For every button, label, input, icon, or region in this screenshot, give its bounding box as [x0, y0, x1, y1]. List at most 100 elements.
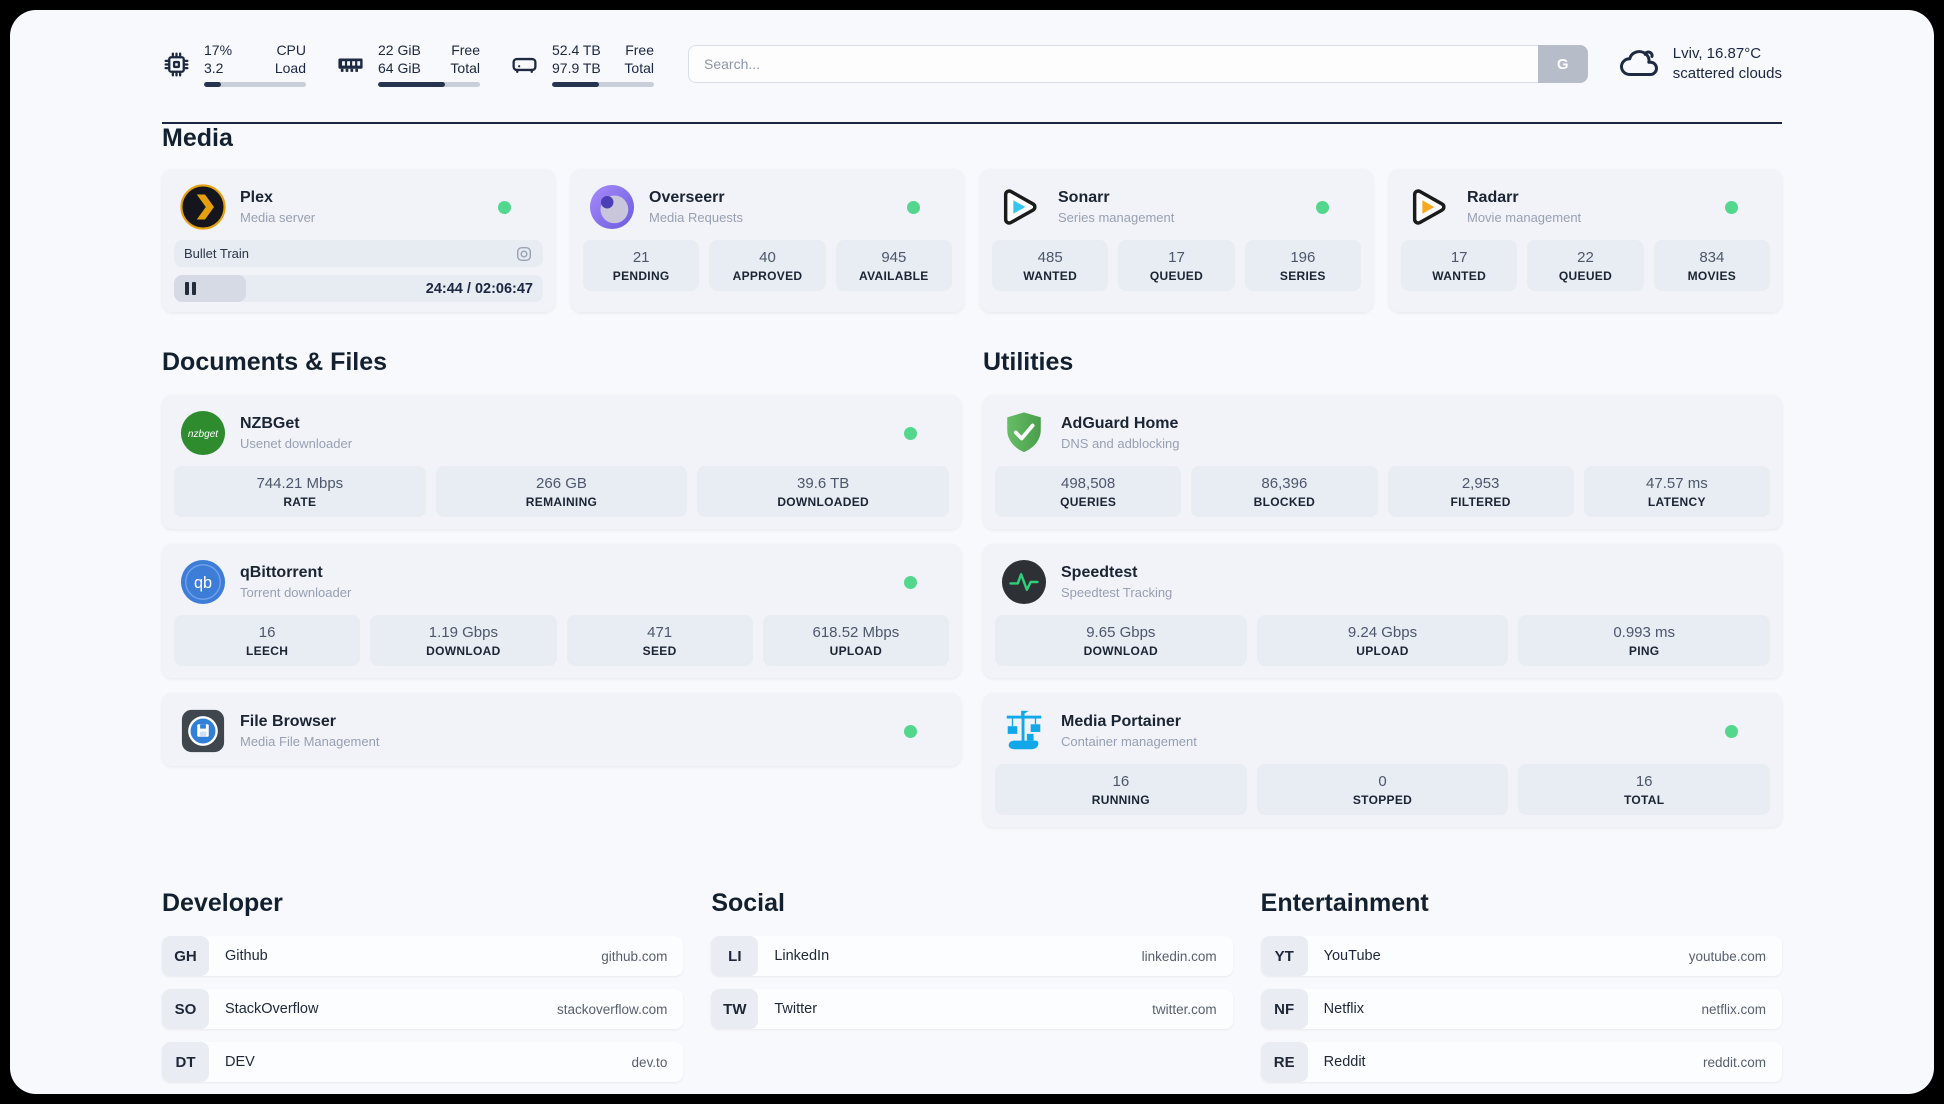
top-bar: 17% 3.2 CPU Load [162, 40, 1782, 88]
section-heading-media: Media [162, 124, 233, 152]
link-row-netflix[interactable]: NF Netflix netflix.com [1260, 989, 1782, 1029]
weather-location-temp: Lviv, 16.87°C [1672, 45, 1762, 62]
app-card-speedtest[interactable]: Speedtest Speedtest Tracking 9.65 Gbps DO… [983, 544, 1782, 678]
app-subtitle: DNS and adblocking [1061, 436, 1180, 451]
media-grid: Plex Media server Bullet Train 24:44 / 0… [162, 169, 1782, 312]
cpu-icon [164, 51, 189, 77]
disk-stat: 52.4 TB 97.9 TB Free Total [510, 41, 654, 87]
stat-wanted: 17 WANTED [1401, 240, 1518, 291]
app-card-adguard[interactable]: AdGuard Home DNS and adblocking 498,508 Q… [983, 395, 1782, 529]
weather-widget: Lviv, 16.87°C scattered clouds [1618, 43, 1782, 85]
stat-movies: 834 MOVIES [1653, 240, 1770, 291]
dev-abbr-icon: DT [162, 1042, 209, 1082]
search-input[interactable] [688, 45, 1538, 83]
disk-icon [512, 57, 537, 73]
link-row-youtube[interactable]: YT YouTube youtube.com [1260, 936, 1782, 976]
search-engine-button[interactable]: G [1537, 45, 1588, 83]
cpu-stat: 17% 3.2 CPU Load [162, 41, 306, 87]
link-row-twitter[interactable]: TW Twitter twitter.com [711, 989, 1233, 1029]
radarr-icon [1412, 189, 1446, 225]
portainer-icon [1006, 710, 1042, 750]
link-row-github[interactable]: GH Github github.com [162, 936, 684, 976]
app-card-qbittorrent[interactable]: qb qBittorrent Torrent downloader 16 LEEC… [162, 544, 961, 678]
status-online-dot [1725, 724, 1738, 738]
status-online-dot [904, 724, 917, 738]
stackoverflow-abbr-icon: SO [162, 989, 209, 1029]
link-row-linkedin[interactable]: LI LinkedIn linkedin.com [711, 936, 1233, 976]
app-title: AdGuard Home [1061, 415, 1179, 432]
app-card-plex[interactable]: Plex Media server Bullet Train 24:44 / 0… [162, 169, 555, 312]
disk-total-value: 97.9 TB [552, 60, 601, 76]
dashboard-panel: 17% 3.2 CPU Load [10, 10, 1934, 1094]
stat-queries: 498,508 QUERIES [995, 466, 1182, 517]
stat-queued: 22 QUEUED [1527, 240, 1644, 291]
app-card-portainer[interactable]: Media Portainer Container management 16 R… [983, 693, 1782, 827]
stat-running: 16 RUNNING [995, 764, 1247, 815]
memory-total-label: Total [450, 60, 480, 76]
app-card-radarr[interactable]: Radarr Movie management 17 WANTED 22 QUEUE… [1389, 169, 1782, 312]
memory-stat: 22 GiB 64 GiB Free Total [336, 41, 480, 87]
utilities-column: Utilities AdGuard Home DNS and adblockin… [983, 348, 1782, 827]
header-divider [162, 122, 1782, 124]
app-title: Speedtest [1061, 564, 1138, 581]
cpu-load-label: Load [274, 60, 306, 76]
stat-blocked: 86,396 BLOCKED [1191, 466, 1378, 517]
app-subtitle: Torrent downloader [240, 585, 352, 600]
stat-approved: 40 APPROVED [709, 240, 826, 291]
disk-total-label: Total [624, 60, 654, 76]
link-row-reddit[interactable]: RE Reddit reddit.com [1260, 1042, 1782, 1082]
weather-condition: scattered clouds [1672, 65, 1782, 82]
developer-links-section: Developer GH Github github.com SO StackO… [162, 889, 684, 1082]
app-title: Media Portainer [1061, 713, 1182, 730]
overseerr-icon [589, 184, 635, 230]
documents-column: Documents & Files nzbget NZBGet Usenet d… [162, 348, 961, 766]
qbittorrent-icon: qb [180, 559, 226, 605]
app-title: File Browser [240, 713, 337, 730]
app-subtitle: Media server [240, 210, 316, 225]
stat-series: 196 SERIES [1244, 240, 1361, 291]
system-stats: 17% 3.2 CPU Load [162, 41, 654, 87]
filebrowser-icon [181, 709, 225, 753]
stat-queued: 17 QUEUED [1118, 240, 1235, 291]
entertainment-links-section: Entertainment YT YouTube youtube.com NF … [1260, 889, 1782, 1082]
svg-text:qb: qb [194, 574, 212, 592]
app-card-filebrowser[interactable]: File Browser Media File Management [162, 693, 961, 766]
cloud-icon [1619, 50, 1658, 76]
stat-download: 9.65 Gbps DOWNLOAD [995, 615, 1247, 666]
link-row-dev[interactable]: DT DEV dev.to [162, 1042, 684, 1082]
twitter-abbr-icon: TW [711, 989, 759, 1029]
github-abbr-icon: GH [162, 936, 209, 976]
app-card-overseerr[interactable]: Overseerr Media Requests 21 PENDING 40 APP… [571, 169, 964, 312]
speedtest-icon [1001, 559, 1047, 605]
memory-free-value: 22 GiB [378, 42, 421, 58]
cpu-progress-bar [204, 82, 306, 87]
section-heading-documents: Documents & Files [162, 348, 388, 376]
app-card-nzbget[interactable]: nzbget NZBGet Usenet downloader 744.21 M… [162, 395, 961, 529]
media-type-icon [516, 246, 532, 261]
stat-downloaded: 39.6 TB DOWNLOADED [697, 466, 949, 517]
svg-text:nzbget: nzbget [188, 429, 219, 440]
section-heading-developer: Developer [162, 889, 283, 917]
app-subtitle: Usenet downloader [240, 436, 353, 451]
linkedin-abbr-icon: LI [711, 936, 759, 976]
disk-free-value: 52.4 TB [552, 42, 601, 58]
pause-icon[interactable] [185, 282, 196, 295]
status-online-dot [904, 575, 917, 589]
app-title: NZBGet [240, 415, 300, 432]
stat-available: 945 AVAILABLE [835, 240, 952, 291]
app-card-sonarr[interactable]: Sonarr Series management 485 WANTED 17 QUE… [980, 169, 1373, 312]
stat-stopped: 0 STOPPED [1256, 764, 1509, 815]
section-heading-utilities: Utilities [983, 348, 1074, 376]
app-title: qBittorrent [240, 564, 323, 581]
app-subtitle: Speedtest Tracking [1061, 585, 1173, 600]
plex-icon [180, 184, 226, 230]
app-title: Radarr [1467, 189, 1519, 206]
app-subtitle: Series management [1058, 210, 1175, 225]
sonarr-icon [1003, 189, 1037, 225]
youtube-abbr-icon: YT [1260, 936, 1308, 976]
section-heading-entertainment: Entertainment [1260, 889, 1429, 917]
link-row-stackoverflow[interactable]: SO StackOverflow stackoverflow.com [162, 989, 684, 1029]
stat-seed: 471 SEED [566, 615, 753, 666]
section-heading-social: Social [711, 889, 785, 917]
stat-latency: 47.57 ms LATENCY [1583, 466, 1770, 517]
